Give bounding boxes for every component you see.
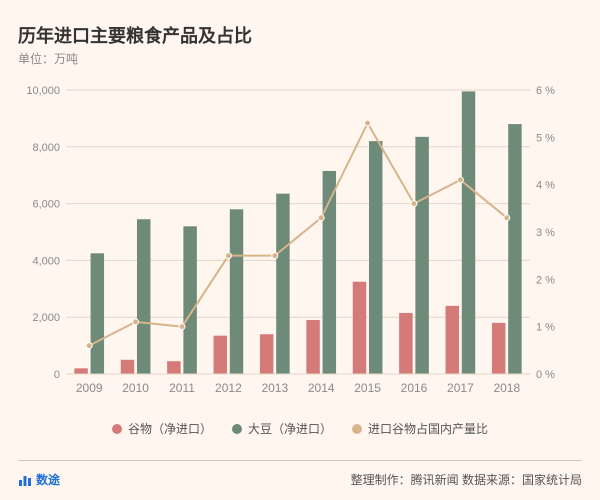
grain-bar (353, 282, 366, 374)
grain-bar (214, 336, 227, 374)
svg-text:4 %: 4 % (536, 180, 555, 192)
svg-text:2018: 2018 (493, 381, 520, 395)
grain-bar (446, 306, 459, 374)
combo-chart: 0 2,000 4,000 6,000 8,000 10,000 0 % 1 % 2 % 3 % 4… (18, 80, 578, 400)
svg-text:2 %: 2 % (536, 274, 555, 286)
legend-swatch (352, 424, 362, 434)
svg-text:6,000: 6,000 (32, 199, 60, 211)
svg-text:5 %: 5 % (536, 132, 555, 144)
ratio-marker (86, 343, 92, 349)
chart-title: 历年进口主要粮食产品及占比 (18, 22, 252, 48)
svg-text:6 %: 6 % (536, 85, 555, 97)
ratio-marker (179, 324, 185, 330)
grain-bar (399, 313, 412, 374)
svg-text:3 %: 3 % (536, 227, 555, 239)
legend-label: 进口谷物占国内产量比 (368, 420, 488, 437)
ratio-marker (133, 319, 139, 325)
grain-bar (121, 360, 134, 374)
grain-bar (260, 334, 273, 374)
chart-footer: 数途 整理制作：腾讯新闻 数据来源：国家统计局 (18, 460, 582, 488)
ratio-marker (225, 253, 231, 259)
svg-text:2014: 2014 (308, 381, 335, 395)
ratio-marker (318, 215, 324, 221)
ratio-marker (365, 120, 371, 126)
soybean-bar (462, 91, 475, 374)
svg-text:8,000: 8,000 (32, 142, 60, 154)
svg-text:4,000: 4,000 (32, 255, 60, 267)
grain-bar (492, 323, 505, 374)
legend-swatch (112, 424, 122, 434)
bar-chart-icon (18, 473, 32, 487)
svg-text:2015: 2015 (354, 381, 381, 395)
ratio-marker (504, 215, 510, 221)
soybean-bar (183, 226, 196, 374)
svg-text:2012: 2012 (215, 381, 242, 395)
chart-card: 历年进口主要粮食产品及占比 单位：万吨 0 2,000 4,000 6,000 8,00… (0, 0, 600, 500)
grain-bar (306, 320, 319, 374)
grain-bar (167, 361, 180, 374)
ratio-marker (411, 201, 417, 207)
legend-item-grain: 谷物（净进口） (112, 420, 212, 437)
chart-subtitle: 单位：万吨 (18, 50, 78, 67)
svg-text:0: 0 (54, 369, 60, 381)
soybean-bar (276, 194, 289, 374)
soybean-bar (369, 141, 382, 374)
soybean-bar (91, 253, 104, 374)
svg-text:10,000: 10,000 (26, 85, 60, 97)
svg-text:2009: 2009 (76, 381, 103, 395)
brand-name: 数途 (36, 471, 60, 488)
svg-text:1 %: 1 % (536, 322, 555, 334)
brand-logo: 数途 (18, 471, 60, 488)
svg-text:2013: 2013 (261, 381, 288, 395)
legend-label: 谷物（净进口） (128, 420, 212, 437)
svg-text:2011: 2011 (169, 381, 195, 395)
legend-item-soybean: 大豆（净进口） (232, 420, 332, 437)
chart-legend: 谷物（净进口） 大豆（净进口） 进口谷物占国内产量比 (0, 420, 600, 437)
soybean-bar (415, 137, 428, 374)
ratio-marker (457, 177, 463, 183)
svg-text:2,000: 2,000 (32, 312, 60, 324)
svg-text:2017: 2017 (447, 381, 474, 395)
svg-text:2010: 2010 (122, 381, 149, 395)
legend-label: 大豆（净进口） (248, 420, 332, 437)
legend-item-ratio: 进口谷物占国内产量比 (352, 420, 488, 437)
ratio-marker (272, 253, 278, 259)
chart-credits: 整理制作：腾讯新闻 数据来源：国家统计局 (351, 471, 582, 488)
svg-text:0 %: 0 % (536, 369, 555, 381)
legend-swatch (232, 424, 242, 434)
ratio-line (89, 123, 507, 345)
soybean-bar (230, 209, 243, 374)
svg-text:2016: 2016 (401, 381, 428, 395)
soybean-bar (508, 124, 521, 374)
grain-bar (74, 368, 87, 374)
soybean-bar (137, 219, 150, 374)
